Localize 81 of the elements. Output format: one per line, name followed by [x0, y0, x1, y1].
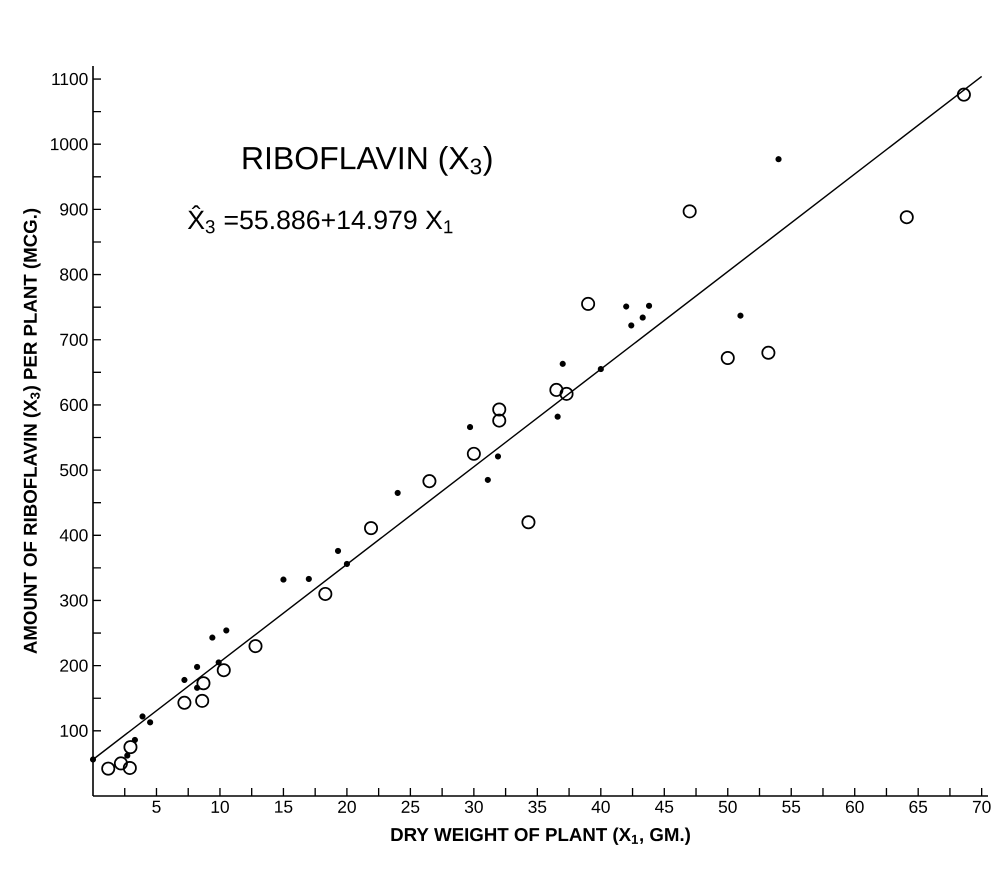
point	[640, 314, 646, 321]
point	[521, 515, 536, 530]
point	[737, 312, 744, 319]
point	[560, 360, 566, 367]
point	[334, 548, 342, 554]
point	[248, 639, 263, 654]
point	[124, 752, 130, 759]
point	[560, 386, 574, 401]
y-tick-label: 500	[60, 464, 88, 476]
point	[775, 156, 782, 162]
y-tick-label: 200	[60, 660, 88, 672]
point	[466, 446, 481, 461]
point	[554, 414, 561, 420]
point	[364, 521, 378, 536]
point	[306, 576, 312, 582]
point	[628, 322, 634, 328]
x-tick-label: 20	[338, 800, 356, 813]
point	[209, 634, 216, 641]
x-tick-label: 55	[782, 800, 800, 813]
point	[122, 760, 137, 775]
point	[280, 576, 287, 583]
x-tick-label: 50	[718, 800, 737, 813]
point	[223, 627, 230, 634]
point	[761, 346, 776, 360]
point	[598, 366, 604, 372]
x-tick-label: 70	[972, 800, 991, 813]
point	[549, 382, 564, 397]
point	[194, 684, 200, 691]
point	[181, 676, 188, 684]
x-tick-label: 60	[846, 800, 864, 813]
point	[216, 663, 231, 678]
point	[344, 560, 350, 568]
y-tick-label: 1000	[51, 138, 88, 150]
y-tick-label: 900	[60, 203, 88, 216]
y-axis-title: AMOUNT OF RIBOFLAVIN (X$_{3}$) PER PLANT (MCG.)	[23, 208, 41, 654]
point	[132, 736, 138, 744]
y-tick-label: 1100	[52, 72, 88, 86]
point	[956, 88, 971, 102]
point	[216, 659, 222, 666]
y-tick-label: 300	[60, 594, 88, 607]
x-axis-title: DRY WEIGHT OF PLANT (X$_{1}$, GM.)	[391, 827, 690, 845]
y-tick-label: 400	[60, 529, 88, 542]
point	[494, 453, 502, 460]
y-tick-label: 100	[60, 724, 88, 737]
point	[900, 210, 914, 224]
point	[422, 474, 436, 488]
point	[492, 402, 506, 416]
x-tick-label: 40	[592, 800, 610, 813]
point	[196, 676, 210, 690]
point	[646, 302, 652, 309]
x-tick-label: 10	[212, 800, 229, 813]
text: RIBOFLAVIN (X$_{3}$)	[244, 146, 492, 176]
x-tick-label: 15	[275, 800, 292, 813]
point	[682, 204, 697, 218]
point	[114, 756, 128, 770]
y-tick-label: 700	[60, 334, 88, 346]
point	[177, 696, 192, 710]
annotation: X̂$_{3}$ =55.886+14.979 X$_{1}$	[188, 205, 452, 234]
point	[394, 490, 401, 496]
point	[581, 296, 596, 311]
point	[101, 762, 116, 776]
x-tick-label: 35	[528, 800, 546, 813]
point	[123, 740, 138, 754]
x-tick-label: 45	[655, 800, 674, 813]
y-tick-label: 600	[60, 398, 88, 412]
x-tick-label: 5	[152, 800, 161, 813]
point	[720, 350, 735, 366]
x-tick-label: 65	[909, 800, 928, 813]
point	[194, 664, 200, 670]
point	[623, 303, 630, 310]
point	[318, 586, 332, 601]
point	[466, 424, 474, 430]
point	[484, 476, 491, 483]
point	[139, 713, 146, 720]
x-tick-label: 30	[464, 800, 483, 813]
point	[492, 414, 506, 428]
y-tick-label: 800	[60, 268, 88, 281]
point	[90, 756, 96, 763]
x-tick-label: 25	[402, 800, 420, 813]
point	[195, 694, 210, 708]
point	[147, 719, 154, 726]
